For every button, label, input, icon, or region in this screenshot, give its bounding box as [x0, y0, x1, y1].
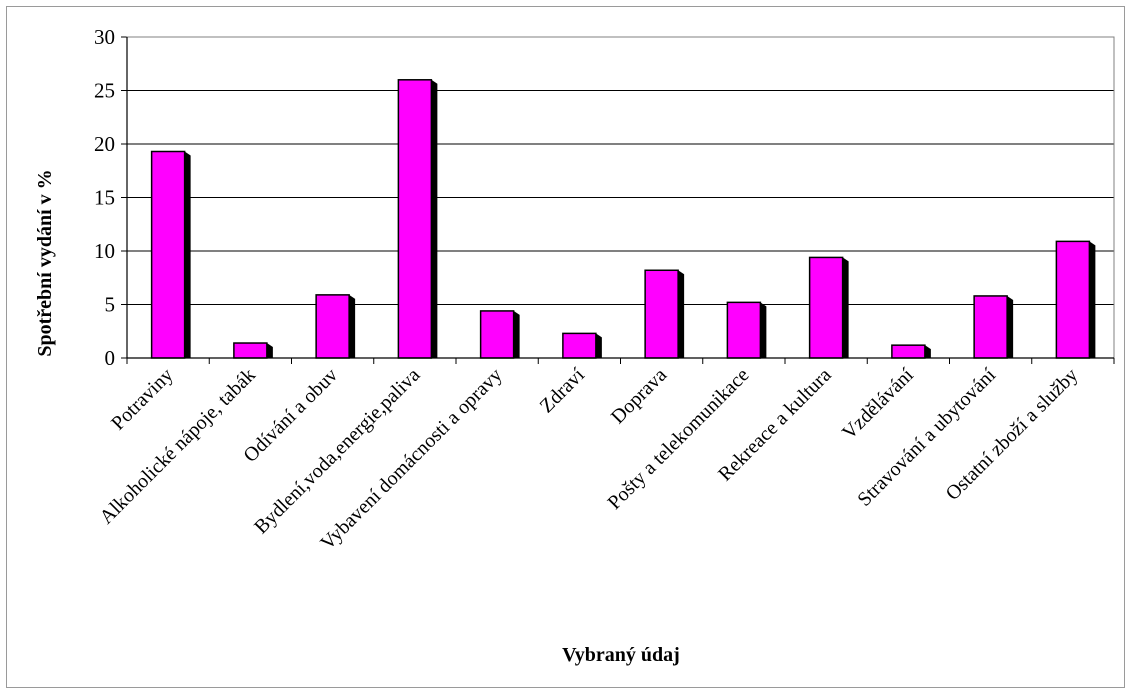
x-tick-label: Potraviny: [107, 364, 178, 435]
bar-shadow: [760, 302, 767, 358]
x-tick-label: Bydlení,voda,energie,paliva: [250, 364, 424, 538]
bar-group: [644, 269, 685, 359]
y-tick-label: 15: [94, 186, 115, 210]
bar: [644, 269, 679, 359]
gridlines: [127, 36, 1114, 305]
bar-group: [891, 344, 931, 359]
x-tick-label: Vybavení domácnosti a opravy: [316, 364, 506, 554]
bar-group: [726, 301, 767, 359]
x-tick-label: Pošty a telekomunikace: [604, 364, 754, 514]
x-tick-label: Vzdělávání: [838, 364, 918, 444]
y-tick-label: 10: [94, 239, 115, 263]
bar-shadow: [678, 270, 685, 358]
y-tick-label: 5: [105, 293, 116, 317]
bar-group: [315, 294, 356, 359]
bar-shadow: [513, 310, 520, 358]
axes: [121, 36, 1115, 364]
y-tick-labels: 0 5 10 15 20 25 30: [94, 25, 115, 370]
bar: [150, 150, 186, 359]
bar: [1055, 240, 1091, 359]
bar-shadow: [431, 79, 438, 359]
bar-shadow: [924, 345, 931, 358]
y-tick-label: 25: [94, 79, 115, 103]
x-tick-label: Doprava: [607, 364, 671, 428]
bar-shadow: [595, 333, 602, 358]
bar: [808, 256, 844, 359]
bar-group: [479, 310, 520, 359]
y-tick-label: 0: [105, 346, 116, 370]
bar: [315, 294, 350, 359]
bar-shadow: [1007, 295, 1014, 358]
bar-shadow: [184, 151, 191, 358]
x-tick-label: Zdraví: [536, 364, 590, 418]
bar-group: [562, 332, 602, 359]
y-tick-label: 30: [94, 25, 115, 49]
bar: [397, 79, 433, 359]
bars: [150, 79, 1096, 359]
bar-shadow: [266, 343, 273, 358]
bar: [233, 342, 268, 359]
y-tick-label: 20: [94, 132, 115, 156]
bar-group: [397, 79, 438, 359]
y-axis-title: Spotřební vydání v %: [34, 169, 56, 356]
bar-shadow: [349, 294, 356, 358]
bar: [562, 332, 597, 359]
bar: [479, 310, 515, 359]
bar-group: [808, 256, 849, 359]
bar-group: [233, 342, 273, 359]
bar: [891, 344, 926, 359]
x-axis-title: Vybraný údaj: [562, 644, 680, 666]
bar-shadow: [842, 257, 849, 358]
bar-shadow: [1089, 241, 1096, 358]
x-tick-label: Stravování a ubytování: [853, 364, 1000, 511]
bar-group: [973, 295, 1014, 359]
bar-group: [1055, 240, 1096, 359]
x-tick-label: Alkoholické nápoje, tabák: [96, 364, 260, 528]
bar-group: [150, 150, 191, 359]
bar: [973, 295, 1008, 359]
bar: [726, 301, 762, 359]
